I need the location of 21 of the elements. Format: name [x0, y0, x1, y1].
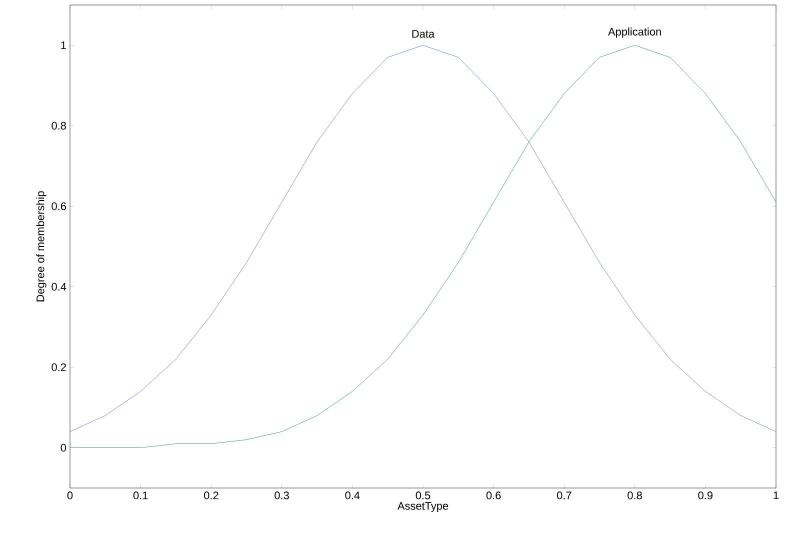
x-tick-label: 0.7: [557, 492, 572, 500]
x-tick-label: 0.1: [133, 492, 148, 500]
y-tick-label: 0.2: [52, 363, 66, 372]
x-tick-label: 0.8: [628, 492, 642, 500]
x-tick-label: 0.6: [486, 492, 501, 500]
y-axis-title: Degree of membership: [36, 191, 46, 302]
annotation: Application: [608, 28, 661, 38]
y-tick-label: 0.6: [52, 202, 66, 210]
x-tick-label: 0.3: [274, 492, 289, 500]
y-tick-label: 0: [60, 444, 66, 452]
x-tick-label: 0.4: [345, 492, 360, 500]
x-axis-title: AssetType: [397, 502, 448, 512]
x-tick-label: 0.2: [204, 492, 218, 500]
x-tick-label: 1: [774, 492, 779, 500]
y-tick-label: 1: [61, 41, 66, 50]
x-tick-label: 0: [67, 492, 73, 500]
y-tick-label: 0.4: [52, 282, 66, 291]
x-tick-label: 0.5: [416, 492, 430, 500]
annotation: Data: [412, 30, 435, 38]
y-tick-label: 0.8: [52, 122, 66, 130]
x-tick-label: 0.9: [698, 492, 713, 500]
